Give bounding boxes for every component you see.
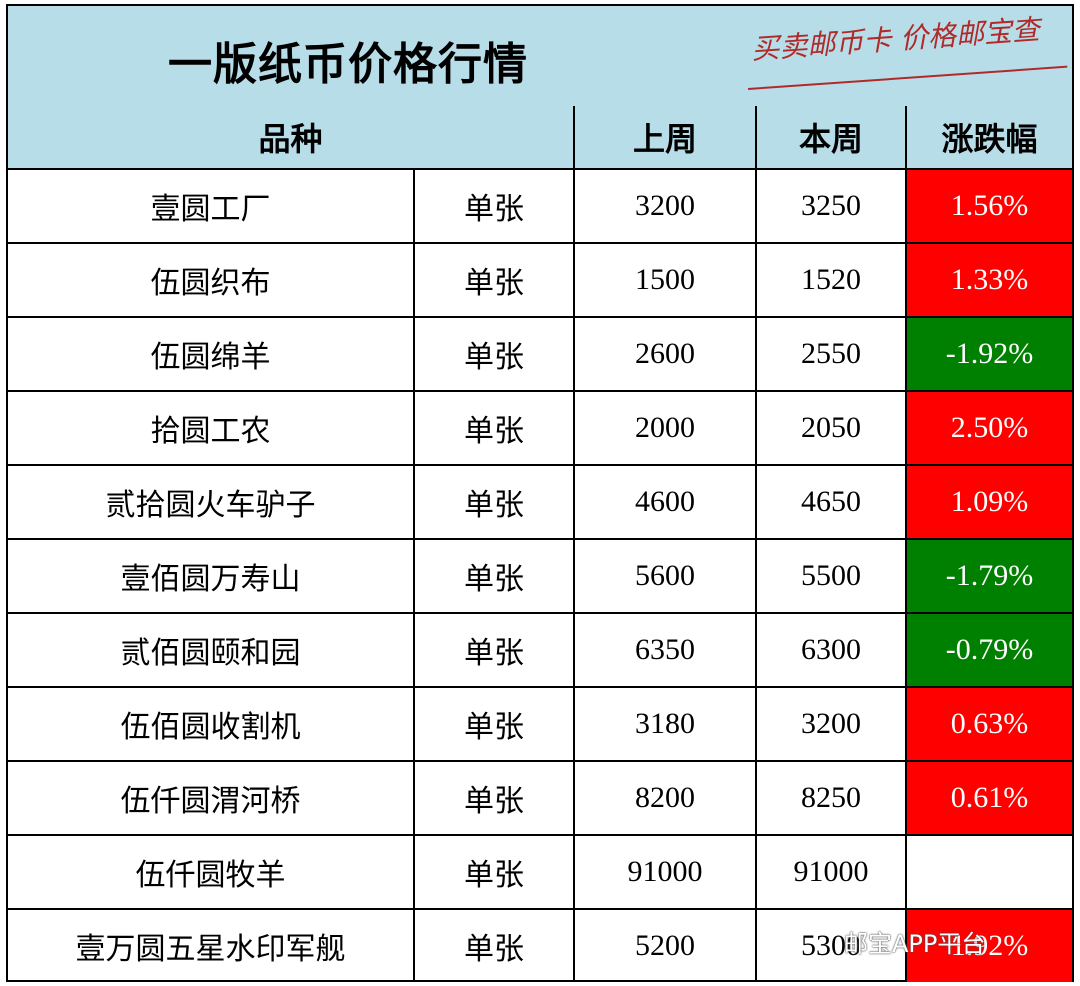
cell-unit: 单张 [412, 316, 576, 392]
cell-name: 拾圆工农 [8, 390, 415, 466]
cell-unit: 单张 [412, 464, 576, 540]
cell-name: 伍佰圆收割机 [8, 686, 415, 762]
cell-this-week: 4650 [755, 464, 908, 540]
page-title: 一版纸币价格行情 [168, 39, 528, 90]
cell-this-week: 5500 [755, 538, 908, 614]
cell-last-week: 5600 [573, 538, 758, 614]
cell-unit: 单张 [412, 834, 576, 910]
cell-last-week: 91000 [573, 834, 758, 910]
cell-name: 贰佰圆颐和园 [8, 612, 415, 688]
cell-last-week: 1500 [573, 242, 758, 318]
cell-this-week: 1520 [755, 242, 908, 318]
table-row: 壹佰圆万寿山 单张 5600 5500 -1.79% [8, 538, 1073, 614]
table-row: 壹万圆五星水印军舰 单张 5200 5300 1.92% [8, 908, 1073, 982]
cell-last-week: 6350 [573, 612, 758, 688]
cell-this-week: 5300 [755, 908, 908, 982]
cell-unit: 单张 [412, 538, 576, 614]
price-table-card: 一版纸币价格行情 买卖邮币卡 价格邮宝查 品种 上周 本周 涨跌幅 壹圆工厂 单张… [6, 4, 1074, 982]
cell-this-week: 6300 [755, 612, 908, 688]
cell-change: 1.56% [905, 168, 1073, 244]
table-row: 拾圆工农 单张 2000 2050 2.50% [8, 390, 1073, 466]
cell-name: 壹圆工厂 [8, 168, 415, 244]
cell-change: 0.61% [905, 760, 1073, 836]
header-change: 涨跌幅 [905, 106, 1073, 170]
cell-unit: 单张 [412, 686, 576, 762]
table-header-row: 品种 上周 本周 涨跌幅 [8, 106, 1073, 170]
cell-unit: 单张 [412, 760, 576, 836]
cell-name: 伍圆绵羊 [8, 316, 415, 392]
cell-last-week: 5200 [573, 908, 758, 982]
cell-last-week: 2000 [573, 390, 758, 466]
watermark: 邮宝APP平台 [844, 930, 986, 958]
cell-name: 伍圆织布 [8, 242, 415, 318]
cell-change: -1.92% [905, 316, 1073, 392]
cell-name: 壹佰圆万寿山 [8, 538, 415, 614]
cell-this-week: 3200 [755, 686, 908, 762]
cell-last-week: 4600 [573, 464, 758, 540]
table-row: 伍佰圆收割机 单张 3180 3200 0.63% [8, 686, 1073, 762]
cell-unit: 单张 [412, 612, 576, 688]
slogan-underline [748, 65, 1068, 90]
cell-change: 1.92% [905, 908, 1073, 982]
cell-change: 1.09% [905, 464, 1073, 540]
cell-this-week: 8250 [755, 760, 908, 836]
table-row: 伍仟圆渭河桥 单张 8200 8250 0.61% [8, 760, 1073, 836]
cell-last-week: 3200 [573, 168, 758, 244]
cell-unit: 单张 [412, 168, 576, 244]
slogan: 买卖邮币卡 价格邮宝查 [750, 12, 1041, 66]
cell-change: -1.79% [905, 538, 1073, 614]
cell-this-week: 3250 [755, 168, 908, 244]
cell-name: 贰拾圆火车驴子 [8, 464, 415, 540]
cell-this-week: 91000 [755, 834, 908, 910]
table-row: 伍圆织布 单张 1500 1520 1.33% [8, 242, 1073, 318]
title-bar: 一版纸币价格行情 买卖邮币卡 价格邮宝查 [8, 6, 1072, 108]
cell-unit: 单张 [412, 242, 576, 318]
cell-change: -0.79% [905, 612, 1073, 688]
table-row: 伍圆绵羊 单张 2600 2550 -1.92% [8, 316, 1073, 392]
cell-change: 2.50% [905, 390, 1073, 466]
cell-name: 壹万圆五星水印军舰 [8, 908, 415, 982]
cell-last-week: 8200 [573, 760, 758, 836]
price-table: 品种 上周 本周 涨跌幅 壹圆工厂 单张 3200 3250 1.56% 伍圆织布 单张 15… [8, 106, 1073, 982]
cell-change: 1.33% [905, 242, 1073, 318]
header-this-week: 本周 [755, 106, 908, 170]
cell-this-week: 2050 [755, 390, 908, 466]
cell-last-week: 2600 [573, 316, 758, 392]
header-variety: 品种 [8, 106, 576, 170]
cell-last-week: 3180 [573, 686, 758, 762]
cell-name: 伍仟圆渭河桥 [8, 760, 415, 836]
cell-unit: 单张 [412, 390, 576, 466]
cell-change: 0.63% [905, 686, 1073, 762]
table-row: 伍仟圆牧羊 单张 91000 91000 [8, 834, 1073, 910]
table-row: 壹圆工厂 单张 3200 3250 1.56% [8, 168, 1073, 244]
table-row: 贰佰圆颐和园 单张 6350 6300 -0.79% [8, 612, 1073, 688]
table-row: 贰拾圆火车驴子 单张 4600 4650 1.09% [8, 464, 1073, 540]
cell-this-week: 2550 [755, 316, 908, 392]
cell-change [905, 834, 1073, 910]
header-last-week: 上周 [573, 106, 758, 170]
cell-unit: 单张 [412, 908, 576, 982]
cell-name: 伍仟圆牧羊 [8, 834, 415, 910]
